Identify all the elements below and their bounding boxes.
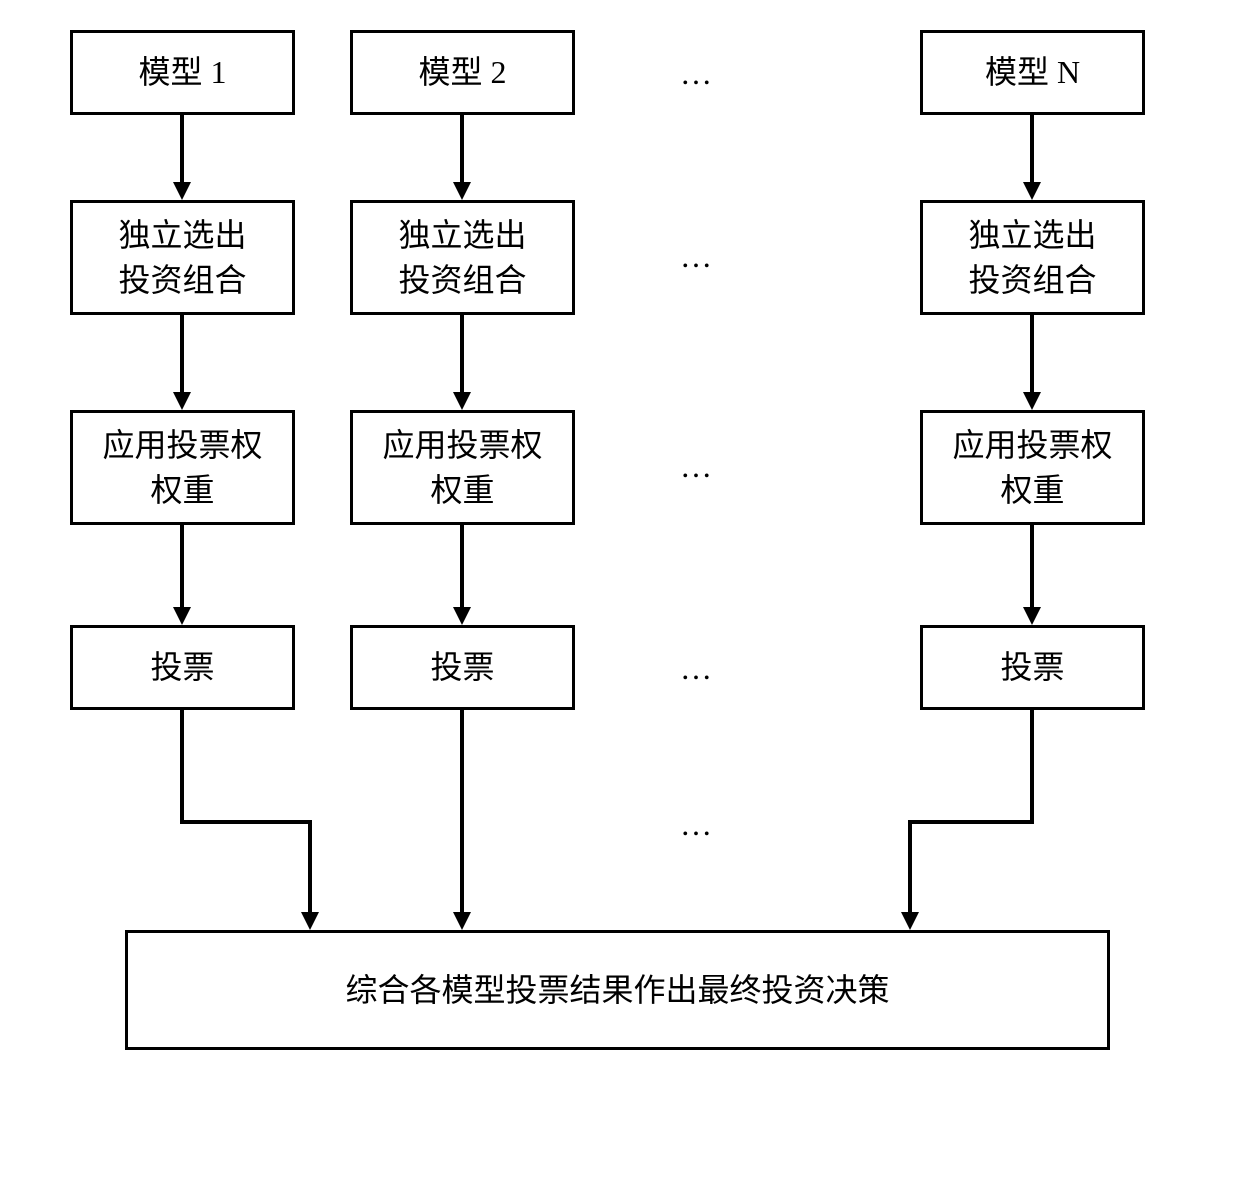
- arrow-head: [453, 912, 471, 930]
- node-label: 投票: [430, 645, 494, 690]
- node-label: 独立选出 投资组合: [118, 213, 246, 303]
- node-vote-2: 投票: [350, 625, 575, 710]
- node-final: 综合各模型投票结果作出最终投资决策: [125, 930, 1110, 1050]
- arrow-line: [460, 315, 464, 392]
- flowchart-container: 模型 1 模型 2 … 模型 N 独立选出 投资组合 独立选出 投资组合 … 独…: [0, 0, 1240, 1193]
- arrow-head: [1023, 607, 1041, 625]
- arrow-head: [173, 182, 191, 200]
- ellipsis-row-3: …: [680, 448, 712, 485]
- node-label: 模型 N: [985, 50, 1080, 95]
- arrow-line: [1030, 115, 1034, 182]
- node-label: 应用投票权 权重: [952, 423, 1112, 513]
- arrow-head: [453, 182, 471, 200]
- arrow-head: [301, 912, 319, 930]
- node-vote-n: 投票: [920, 625, 1145, 710]
- ellipsis-row-5: …: [680, 806, 712, 843]
- node-weight-2: 应用投票权 权重: [350, 410, 575, 525]
- node-label: 综合各模型投票结果作出最终投资决策: [345, 968, 889, 1013]
- arrow-head: [453, 392, 471, 410]
- ellipsis-row-2: …: [680, 238, 712, 275]
- node-select-1: 独立选出 投资组合: [70, 200, 295, 315]
- arrow-line: [308, 820, 312, 912]
- node-model-2: 模型 2: [350, 30, 575, 115]
- node-weight-1: 应用投票权 权重: [70, 410, 295, 525]
- node-label: 独立选出 投资组合: [968, 213, 1096, 303]
- node-model-1: 模型 1: [70, 30, 295, 115]
- arrow-head: [173, 607, 191, 625]
- arrow-line: [180, 115, 184, 182]
- ellipsis-row-4: …: [680, 650, 712, 687]
- node-label: 应用投票权 权重: [102, 423, 262, 513]
- arrow-line: [1030, 315, 1034, 392]
- node-select-2: 独立选出 投资组合: [350, 200, 575, 315]
- arrow-head: [901, 912, 919, 930]
- arrow-head: [1023, 182, 1041, 200]
- node-label: 投票: [150, 645, 214, 690]
- arrow-line: [460, 525, 464, 607]
- node-vote-1: 投票: [70, 625, 295, 710]
- node-weight-n: 应用投票权 权重: [920, 410, 1145, 525]
- arrow-line: [1030, 525, 1034, 607]
- arrow-line: [908, 820, 912, 912]
- arrow-line: [460, 115, 464, 182]
- arrow-line: [180, 820, 312, 824]
- node-label: 模型 1: [138, 50, 226, 95]
- node-label: 应用投票权 权重: [382, 423, 542, 513]
- arrow-line: [1030, 710, 1034, 820]
- arrow-line: [180, 525, 184, 607]
- arrow-head: [1023, 392, 1041, 410]
- arrow-head: [173, 392, 191, 410]
- arrow-line: [180, 315, 184, 392]
- ellipsis-row-1: …: [680, 55, 712, 92]
- arrow-head: [453, 607, 471, 625]
- arrow-line: [908, 820, 1034, 824]
- arrow-line: [460, 710, 464, 912]
- arrow-line: [180, 710, 184, 820]
- node-model-n: 模型 N: [920, 30, 1145, 115]
- node-label: 独立选出 投资组合: [398, 213, 526, 303]
- node-label: 模型 2: [418, 50, 506, 95]
- node-label: 投票: [1000, 645, 1064, 690]
- node-select-n: 独立选出 投资组合: [920, 200, 1145, 315]
